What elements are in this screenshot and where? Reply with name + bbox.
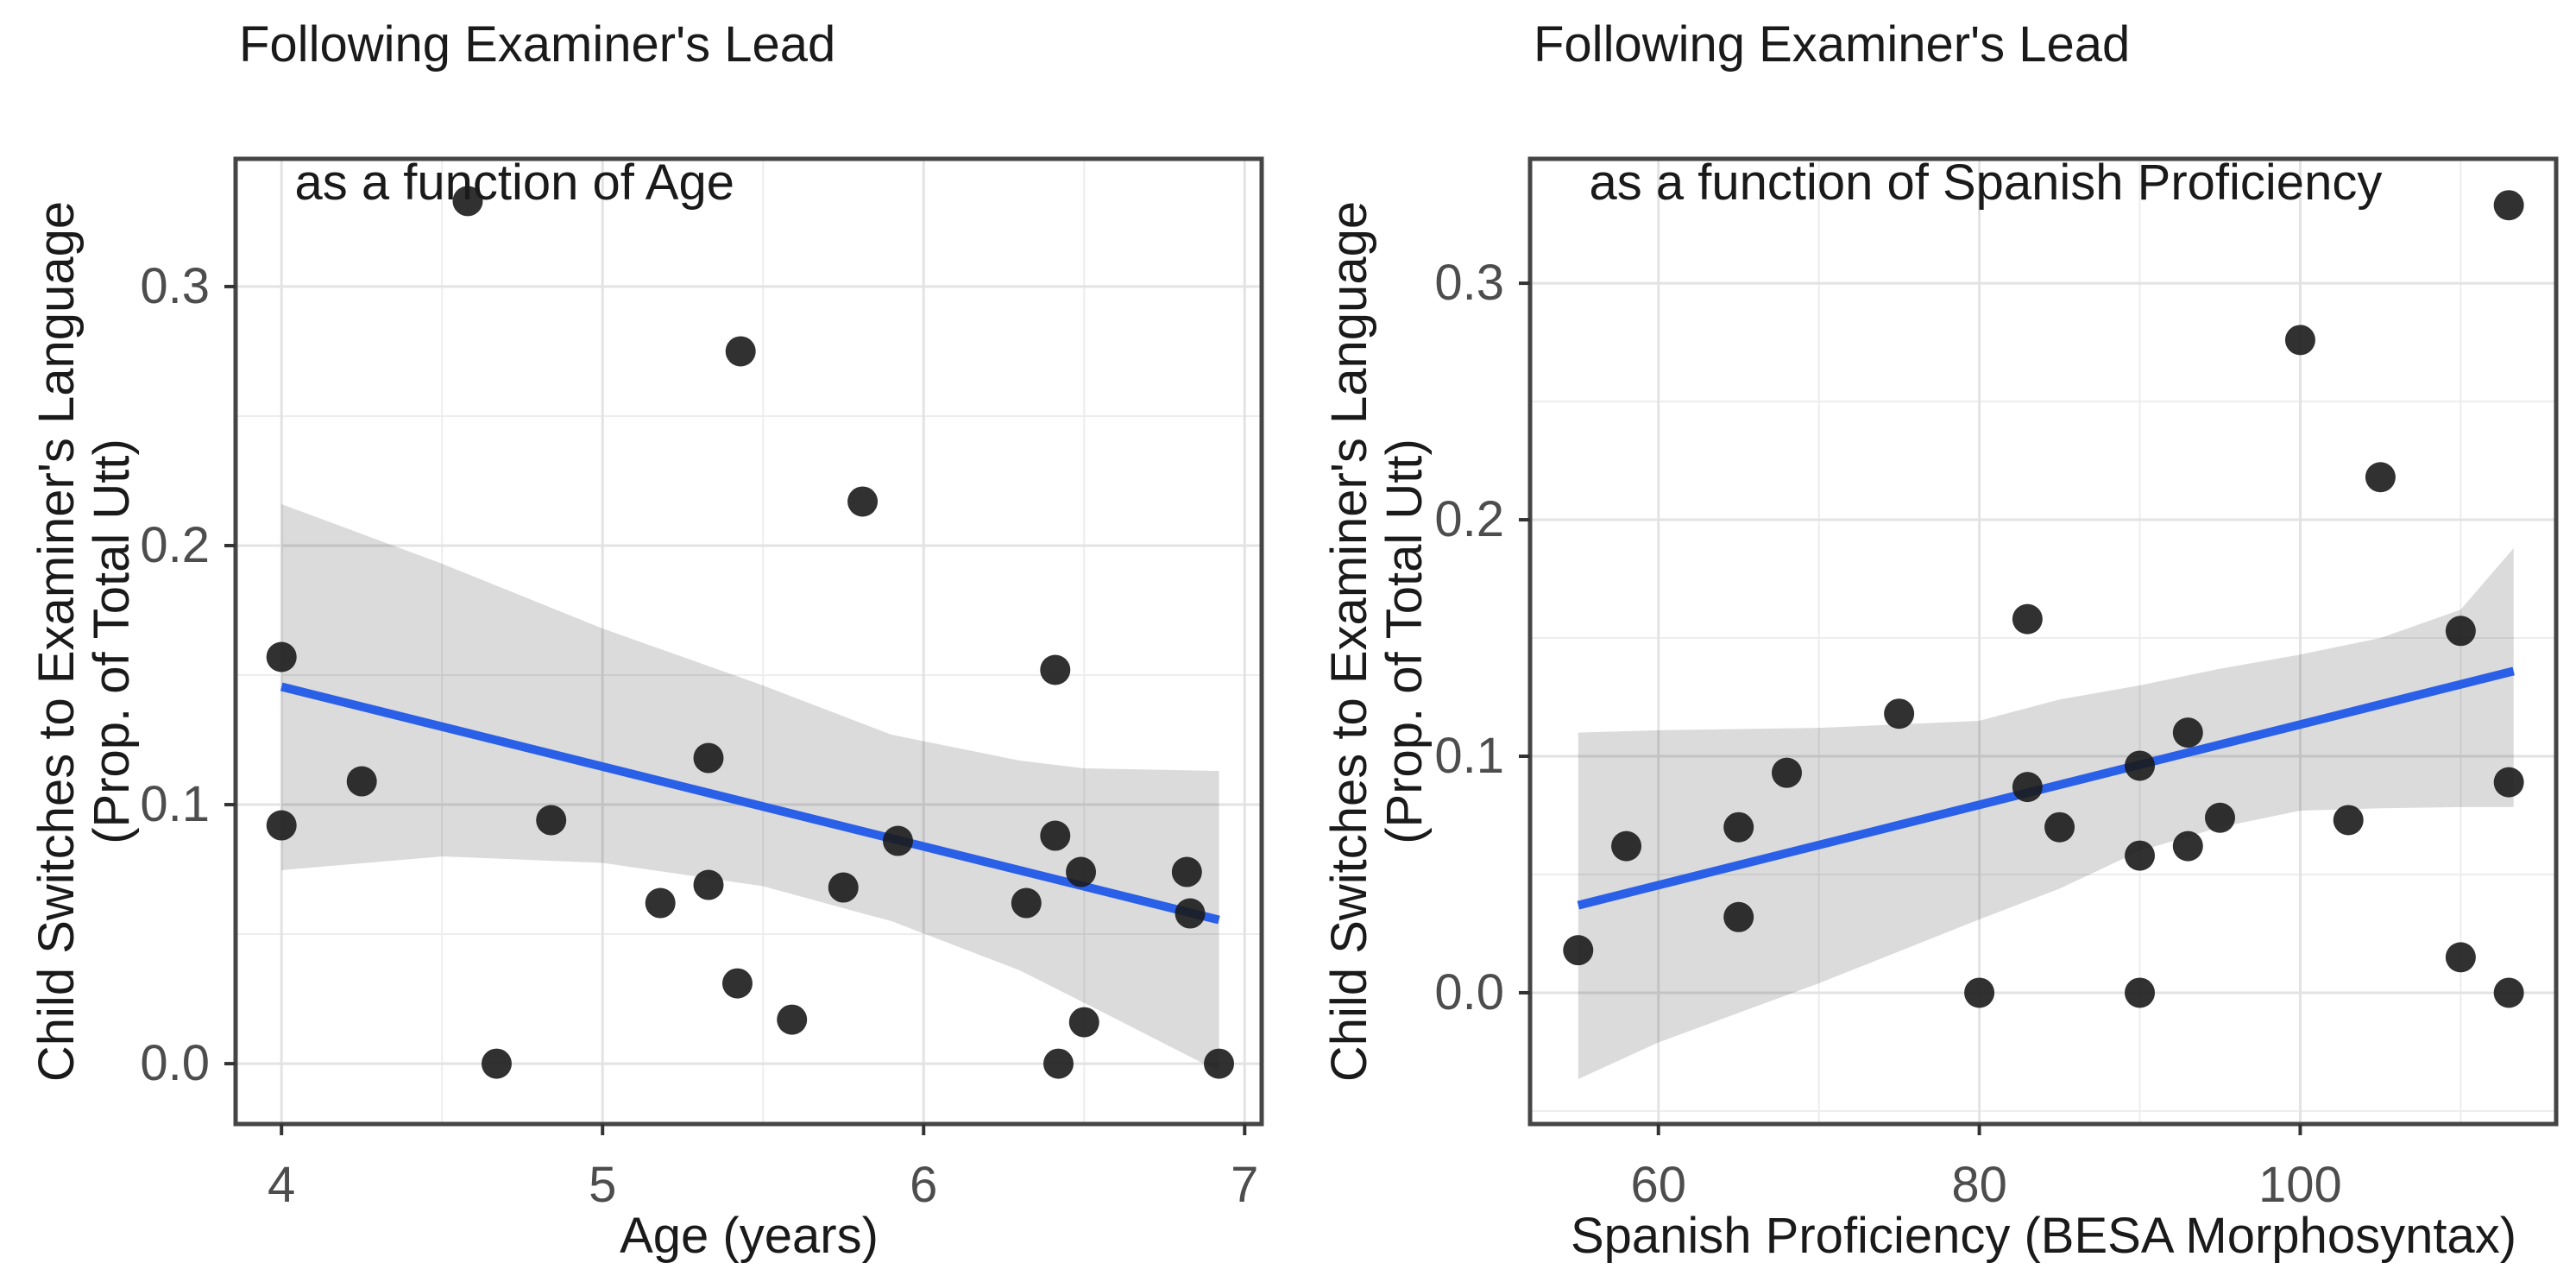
y-tick-label: 0.1: [140, 776, 210, 833]
scatter-point: [1040, 654, 1071, 685]
scatter-point: [2493, 977, 2524, 1008]
panel-left-x-axis-label: Age (years): [620, 1208, 879, 1264]
panel-left-title: Following Examiner's Lead as a function …: [239, 10, 835, 218]
panel-left-border: [233, 156, 1264, 1127]
scatter-point: [882, 825, 913, 856]
panel-right-plot-area: [1530, 159, 2556, 1124]
scatter-point: [2365, 462, 2396, 493]
regression-line: [280, 682, 1220, 925]
scatter-point: [2125, 750, 2156, 781]
scatter-point: [693, 869, 724, 900]
confidence-ribbon: [1578, 547, 2514, 1079]
scatter-point: [847, 486, 879, 517]
y-tick-label: 0.0: [1434, 963, 1504, 1020]
panel-right-title: Following Examiner's Lead as a function …: [1534, 10, 2382, 218]
scatter-point: [2172, 830, 2203, 862]
scatter-point: [1964, 977, 1995, 1008]
scatter-point: [2204, 802, 2235, 833]
scatter-point: [1723, 901, 1754, 932]
panel-left: [224, 156, 1264, 1135]
scatter-point: [725, 336, 756, 367]
regression-line: [1577, 666, 2515, 910]
x-tick-label: 80: [1951, 1157, 2007, 1213]
scatter-point: [2445, 942, 2476, 973]
scatter-point: [1040, 820, 1071, 851]
x-tick-label: 7: [1231, 1157, 1259, 1213]
x-tick-label: 6: [910, 1157, 938, 1213]
scatter-point: [645, 887, 676, 919]
scatter-point: [1175, 898, 1206, 929]
panel-right-x-axis-label: Spanish Proficiency (BESA Morphosyntax): [1570, 1208, 2517, 1264]
scatter-point: [1171, 856, 1202, 887]
panel-left-title-line1: Following Examiner's Lead: [239, 16, 836, 73]
scatter-point: [266, 810, 297, 841]
scatter-point: [1884, 698, 1915, 729]
y-tick-label: 0.0: [140, 1035, 210, 1092]
y-tick-label: 0.3: [1434, 255, 1504, 312]
x-tick-label: 60: [1630, 1157, 1686, 1213]
scatter-point: [777, 1004, 808, 1035]
scatter-point: [1066, 856, 1097, 887]
y-tick-label: 0.1: [1434, 728, 1504, 784]
y-tick-label: 0.2: [140, 516, 210, 573]
scatter-point: [2012, 772, 2043, 803]
scatter-point: [2333, 805, 2364, 836]
panel-left-plot-area: [236, 159, 1262, 1124]
scatter-point: [1204, 1048, 1235, 1079]
scatter-point: [452, 186, 483, 217]
scatter-point: [2445, 616, 2476, 647]
scatter-point: [1611, 830, 1642, 862]
x-tick-label: 5: [589, 1157, 617, 1213]
scatter-point: [266, 641, 297, 673]
scatter-point: [2493, 190, 2524, 221]
scatter-point: [481, 1048, 512, 1079]
scatter-point: [1011, 887, 1042, 919]
scatter-point: [2493, 767, 2524, 798]
scatter-point: [2044, 812, 2075, 843]
panel-right: [1519, 156, 2559, 1135]
panel-right-title-line1: Following Examiner's Lead: [1534, 16, 2131, 73]
scatter-point: [1563, 935, 1594, 966]
scatter-point: [2172, 717, 2203, 748]
confidence-ribbon: [281, 503, 1219, 1072]
scatter-point: [2284, 325, 2315, 356]
scatter-point: [2012, 603, 2043, 635]
scatter-point: [721, 968, 753, 999]
scatter-point: [2125, 977, 2156, 1008]
scatter-point: [2125, 840, 2156, 871]
scatter-point: [346, 766, 377, 797]
scatter-point: [1771, 757, 1802, 788]
y-tick-label: 0.3: [140, 257, 210, 314]
panel-left-title-line2: as a function of Age: [294, 155, 734, 211]
y-tick-label: 0.2: [1434, 491, 1504, 548]
panel-right-title-line2: as a function of Spanish Proficiency: [1589, 155, 2383, 211]
scatter-point: [1068, 1007, 1099, 1038]
scatter-point: [1043, 1048, 1074, 1079]
scatter-point: [693, 742, 724, 774]
scatter-point: [536, 805, 567, 836]
x-tick-label: 4: [268, 1157, 296, 1213]
x-tick-label: 100: [2258, 1157, 2342, 1213]
scatter-point: [828, 872, 859, 903]
panel-right-border: [1527, 156, 2559, 1127]
scatter-point: [1723, 812, 1754, 843]
